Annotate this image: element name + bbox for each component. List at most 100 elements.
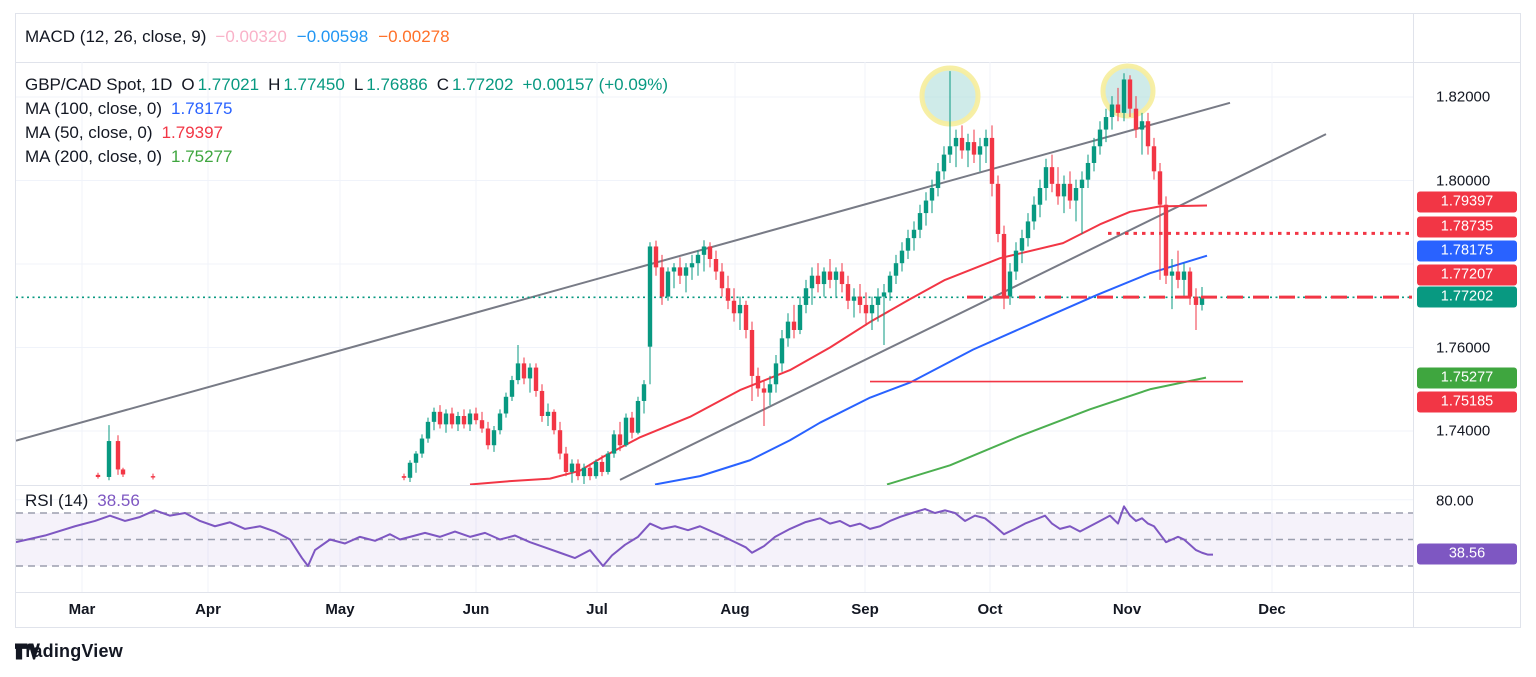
candle-body <box>509 380 515 397</box>
candle-body <box>929 188 935 201</box>
candle-body <box>863 304 869 314</box>
price-tick-label: 1.82000 <box>1436 88 1491 106</box>
candle-body <box>923 200 929 214</box>
candle-body <box>1115 104 1121 113</box>
candle-body <box>743 304 749 330</box>
candle-body <box>947 146 953 155</box>
long-ascending-trendline[interactable] <box>16 101 1231 442</box>
candle-body <box>587 467 593 477</box>
macd-price-divider[interactable] <box>15 62 1521 63</box>
price-badge: 1.78735 <box>1417 216 1517 238</box>
ma200-line[interactable] <box>886 376 1207 485</box>
candle-body <box>569 463 575 472</box>
ma-legend-row[interactable]: MA (200, close, 0) 1.75277 <box>25 147 232 167</box>
month-label-sep: Sep <box>851 601 879 618</box>
candle-body <box>563 453 569 472</box>
candle-body <box>767 384 773 393</box>
candle-body <box>875 296 881 305</box>
candle-body <box>1175 271 1181 280</box>
ma100-line[interactable] <box>654 254 1208 485</box>
candle-body <box>545 411 551 417</box>
month-label-jun: Jun <box>462 601 490 618</box>
candle-body <box>803 288 809 305</box>
candle-body <box>479 420 485 429</box>
candle-body <box>761 388 767 393</box>
price-chart-canvas[interactable] <box>16 62 1413 485</box>
price-badge: 1.77202 <box>1417 286 1517 308</box>
candle-body <box>899 250 905 264</box>
price-axis[interactable]: 1.82000 1.80000 1.76000 1.74000 80.00 1.79397… <box>1414 13 1521 628</box>
candle-body <box>1067 183 1073 201</box>
candle-body <box>1055 183 1061 197</box>
candle-body <box>467 413 473 425</box>
candle-body <box>1061 183 1067 197</box>
macd-value: −0.00320 <box>215 27 287 46</box>
candle-body <box>1079 179 1085 189</box>
rsi-chart-canvas[interactable] <box>16 485 1413 592</box>
rsi-line[interactable] <box>16 505 1213 567</box>
candle-body <box>1073 188 1079 201</box>
price-axis-divider <box>1413 13 1414 628</box>
candle-body <box>653 246 659 268</box>
candle-body <box>1031 204 1037 222</box>
ohlc-pair: C 1.77202 <box>436 75 514 94</box>
macd-legend[interactable]: MACD (12, 26, close, 9) −0.00320 −0.00598… <box>25 27 460 47</box>
candle-body <box>941 154 947 172</box>
candle-body <box>431 411 437 422</box>
symbol-legend[interactable]: GBP/CAD Spot, 1D O 1.77021 H 1.77450 L 1.7688… <box>25 75 668 95</box>
candle-body <box>785 321 791 339</box>
candle-body <box>719 271 725 289</box>
candle-body <box>419 438 425 454</box>
candle-body <box>1163 204 1169 276</box>
candle-body <box>779 338 785 364</box>
candle-body <box>611 434 617 454</box>
price-rsi-divider[interactable] <box>15 485 1521 486</box>
month-label-jul: Jul <box>586 601 608 618</box>
candle-body <box>503 396 509 414</box>
candle-body <box>1169 271 1175 276</box>
tradingview-logo[interactable]: TradingView <box>15 641 123 662</box>
candle-body <box>821 271 827 285</box>
steep-ascending-trendline[interactable] <box>619 133 1327 481</box>
candle-body <box>749 329 755 376</box>
candle-body <box>857 296 863 305</box>
rsi-timeaxis-divider <box>15 592 1521 593</box>
candle-body <box>641 384 647 401</box>
candle-body <box>629 417 635 433</box>
time-axis[interactable]: Mar Apr May Jun Jul Aug Sep Oct Nov Dec <box>15 592 1521 628</box>
ma-legend-row[interactable]: MA (100, close, 0) 1.78175 <box>25 99 232 119</box>
candle-body <box>533 367 539 391</box>
candle-body <box>671 267 677 272</box>
candle-body <box>527 367 533 379</box>
candle-body <box>707 246 713 260</box>
candle-body <box>1139 121 1145 130</box>
candle-body <box>773 363 779 385</box>
rsi-tick-label: 80.00 <box>1436 492 1474 510</box>
candle-body <box>605 453 611 472</box>
candle-body <box>150 476 156 478</box>
rsi-label: RSI (14) <box>25 491 89 510</box>
candle-body <box>851 296 857 301</box>
month-label-oct: Oct <box>977 601 1003 618</box>
price-badge: 1.78175 <box>1417 240 1517 262</box>
rsi-legend[interactable]: RSI (14) 38.56 <box>25 491 140 511</box>
candle-body <box>106 441 112 477</box>
candle-body <box>515 363 521 381</box>
candle-body <box>443 413 449 425</box>
month-label-aug: Aug <box>720 601 750 618</box>
ma-legend-row[interactable]: MA (50, close, 0) 1.79397 <box>25 123 223 143</box>
candle-body <box>1037 188 1043 205</box>
candle-body <box>1121 79 1127 113</box>
candle-body <box>701 246 707 255</box>
candle-body <box>647 246 653 347</box>
chart-frame <box>15 13 1521 628</box>
candle-body <box>1085 162 1091 180</box>
candle-body <box>115 441 121 470</box>
candle-body <box>1199 297 1205 305</box>
candle-body <box>407 462 413 478</box>
candle-body <box>455 416 461 425</box>
candle-body <box>983 137 989 147</box>
candle-body <box>995 183 1001 234</box>
macd-label: MACD (12, 26, close, 9) <box>25 27 207 46</box>
